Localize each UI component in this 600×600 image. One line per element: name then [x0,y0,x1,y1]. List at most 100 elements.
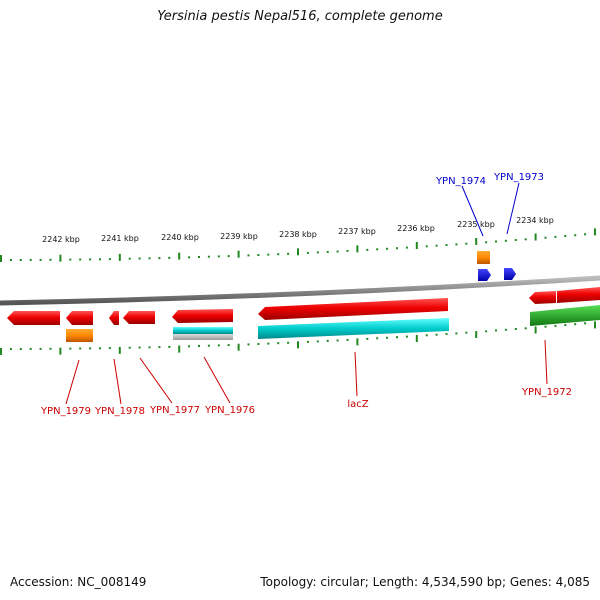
minor-tick [217,255,220,258]
ypn-1973-cds-feature[interactable] [504,268,516,280]
minor-tick [188,345,191,348]
minor-tick [198,256,200,258]
upper-tick-ruler [0,228,596,262]
minor-tick [386,247,389,250]
major-tick [59,347,62,355]
minor-tick [504,239,507,242]
minor-tick [316,340,319,343]
ypn-1977-label[interactable]: YPN_1977 [149,405,200,416]
minor-tick [376,337,379,340]
minor-tick [89,347,92,350]
ypn-1974-leader [461,185,484,237]
minor-tick [148,346,151,349]
minor-tick [257,254,260,256]
tick-label: 2238 kbp [279,230,317,239]
minor-tick [29,258,32,261]
minor-tick [9,348,12,350]
tick-label: 2235 kbp [457,220,495,229]
ypn-1974-rna-feature[interactable] [477,251,490,264]
tick-label: 2234 kbp [516,216,554,225]
minor-tick [247,343,250,346]
lower-tick-ruler [0,321,596,355]
minor-tick [435,333,438,336]
minor-tick [19,348,22,350]
minor-tick [425,334,428,337]
major-tick [356,245,359,253]
minor-tick [485,241,488,244]
major-tick [59,254,62,262]
minor-tick [138,257,141,260]
minor-tick [465,242,468,245]
major-tick [534,326,537,334]
ypn-1974-cds-feature[interactable] [478,269,491,281]
genome-backbone [0,275,600,306]
ypn-1972-cds-feature[interactable] [529,291,556,304]
genome-title: Yersinia pestis Nepal516, complete genom… [157,9,443,24]
unnamed-cds-feature[interactable] [172,309,233,323]
ypn-1973-label[interactable]: YPN_1973 [493,172,544,183]
ypn-1973-leader [506,182,520,235]
minor-tick [435,244,438,247]
major-tick [237,250,240,258]
minor-tick [396,247,398,250]
blast-hit-green[interactable] [530,305,600,326]
minor-tick [554,235,557,238]
lacz-leader [354,351,358,397]
minor-tick [227,255,230,258]
blast-hit-cyan[interactable] [173,327,233,334]
accession-text: Accession: NC_008149 [10,575,147,589]
minor-tick [316,251,319,254]
tick-label: 2236 kbp [397,224,435,233]
ypn-1974-label[interactable]: YPN_1974 [435,176,486,187]
minor-tick [544,325,547,328]
minor-tick [366,248,369,251]
minor-tick [148,257,151,260]
major-tick [297,341,299,349]
minor-tick [257,343,260,345]
major-tick [0,255,2,262]
minor-tick [188,256,191,259]
ypn-1979-cds-feature[interactable] [7,311,60,325]
minor-tick [524,327,527,330]
ypn-1976-cds-feature[interactable] [123,311,155,324]
minor-tick [267,253,270,256]
minor-tick [39,258,42,261]
lacz-cds-feature[interactable] [258,298,448,320]
minor-tick [287,252,290,255]
rna-hit-orange[interactable] [66,329,93,342]
ypn-1976-label[interactable]: YPN_1976 [204,405,255,416]
minor-tick [514,239,517,241]
ypn-1972-leader [544,339,548,385]
minor-tick [584,322,587,325]
major-tick [475,238,478,245]
ypn-1972-label[interactable]: YPN_1972 [521,387,572,398]
ypn-1972b-cds-feature[interactable] [557,287,600,303]
hit-tracks [66,305,600,342]
minor-tick [564,235,567,237]
ypn-1977-cds-feature[interactable] [109,311,119,325]
minor-tick [79,258,82,261]
ypn-1979-label[interactable]: YPN_1979 [40,406,91,417]
minor-tick [138,346,141,349]
minor-tick [445,333,448,335]
minor-tick [49,347,52,350]
major-tick [475,331,478,338]
ypn-1978-leader [113,358,122,405]
minor-tick [504,328,507,331]
minor-tick [79,347,82,350]
gene-labels: YPN_1979 YPN_1978 YPN_1977 YPN_1976 lacZ… [40,172,572,417]
minor-tick [277,253,280,256]
blast-hit-cyan-long[interactable] [258,318,449,339]
lacz-label[interactable]: lacZ [347,399,368,410]
minor-tick [99,347,101,350]
minor-tick [336,250,339,253]
blast-hit-grey[interactable] [173,334,233,340]
major-tick [594,228,596,236]
genome-info-text: Topology: circular; Length: 4,534,590 bp… [260,575,590,589]
minor-tick [128,346,131,349]
minor-tick [128,257,131,260]
ypn-1978-cds-feature[interactable] [66,311,93,325]
minor-tick [495,329,497,332]
ypn-1978-label[interactable]: YPN_1978 [94,406,145,417]
